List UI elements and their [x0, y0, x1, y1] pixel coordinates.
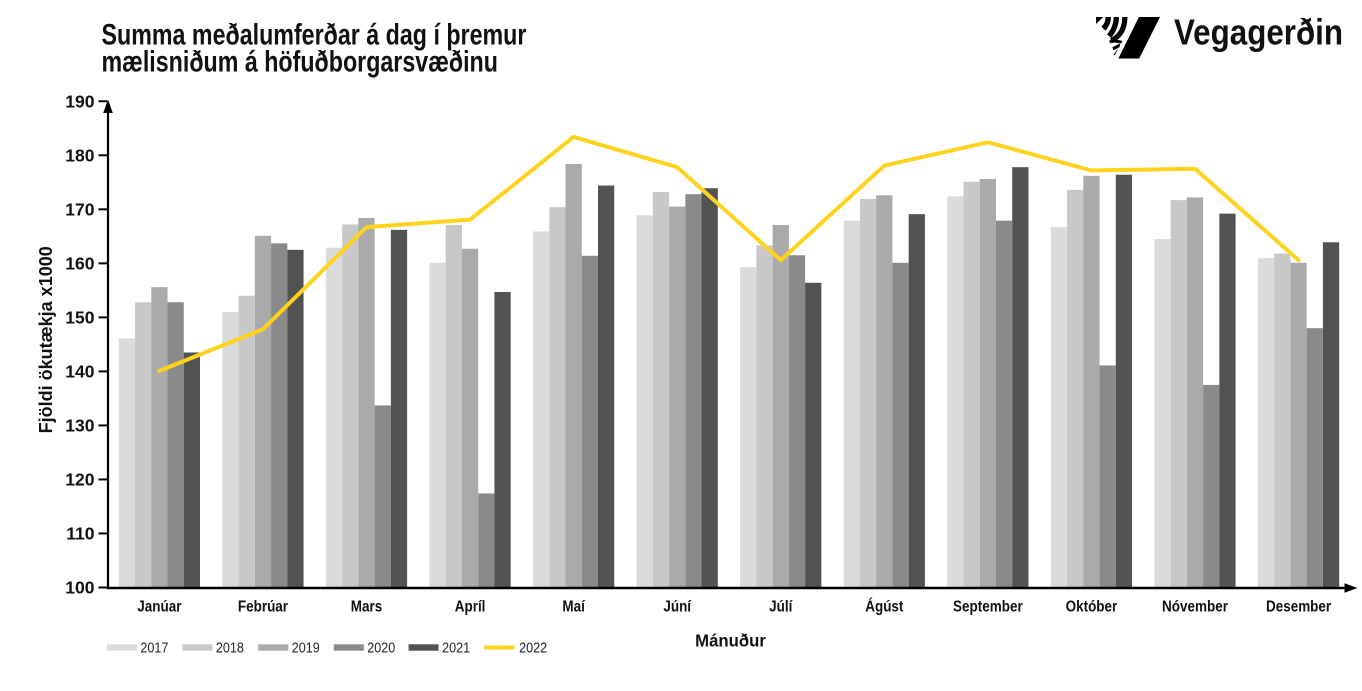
svg-text:Júní: Júní	[663, 599, 692, 616]
svg-text:140: 140	[65, 361, 94, 381]
svg-text:mælisniðum á höfuðborgarsvæðin: mælisniðum á höfuðborgarsvæðinu	[102, 45, 498, 79]
svg-text:Júlí: Júlí	[769, 599, 793, 616]
svg-text:September: September	[953, 599, 1023, 616]
svg-text:Mánuður: Mánuður	[695, 630, 766, 651]
svg-text:Nóvember: Nóvember	[1162, 599, 1228, 616]
svg-text:2019: 2019	[292, 639, 320, 656]
svg-text:100: 100	[65, 578, 94, 598]
svg-text:110: 110	[66, 523, 94, 543]
svg-text:190: 190	[65, 91, 94, 111]
svg-text:Desember: Desember	[1266, 599, 1331, 616]
svg-text:160: 160	[65, 253, 94, 273]
svg-text:2021: 2021	[442, 639, 470, 656]
svg-text:2020: 2020	[367, 639, 395, 656]
svg-text:Ágúst: Ágúst	[865, 598, 903, 616]
svg-text:2018: 2018	[216, 639, 244, 656]
svg-text:Vegagerðin: Vegagerðin	[1174, 12, 1343, 53]
svg-text:Summa meðalumferðar á dag í þr: Summa meðalumferðar á dag í þremur	[102, 18, 527, 52]
svg-text:130: 130	[65, 415, 94, 435]
svg-text:Febrúar: Febrúar	[238, 599, 288, 616]
svg-text:170: 170	[65, 199, 94, 219]
svg-text:Fjöldi ökutækja x1000: Fjöldi ökutækja x1000	[36, 246, 56, 433]
svg-text:Október: Október	[1066, 599, 1118, 616]
svg-text:150: 150	[65, 307, 94, 327]
svg-text:Apríl: Apríl	[455, 599, 486, 616]
svg-text:2017: 2017	[140, 639, 168, 656]
svg-text:Janúar: Janúar	[137, 599, 182, 616]
svg-text:120: 120	[65, 469, 94, 489]
svg-text:2022: 2022	[519, 639, 547, 656]
svg-text:Mars: Mars	[351, 599, 382, 616]
svg-text:Maí: Maí	[562, 599, 585, 616]
svg-text:180: 180	[65, 145, 94, 165]
